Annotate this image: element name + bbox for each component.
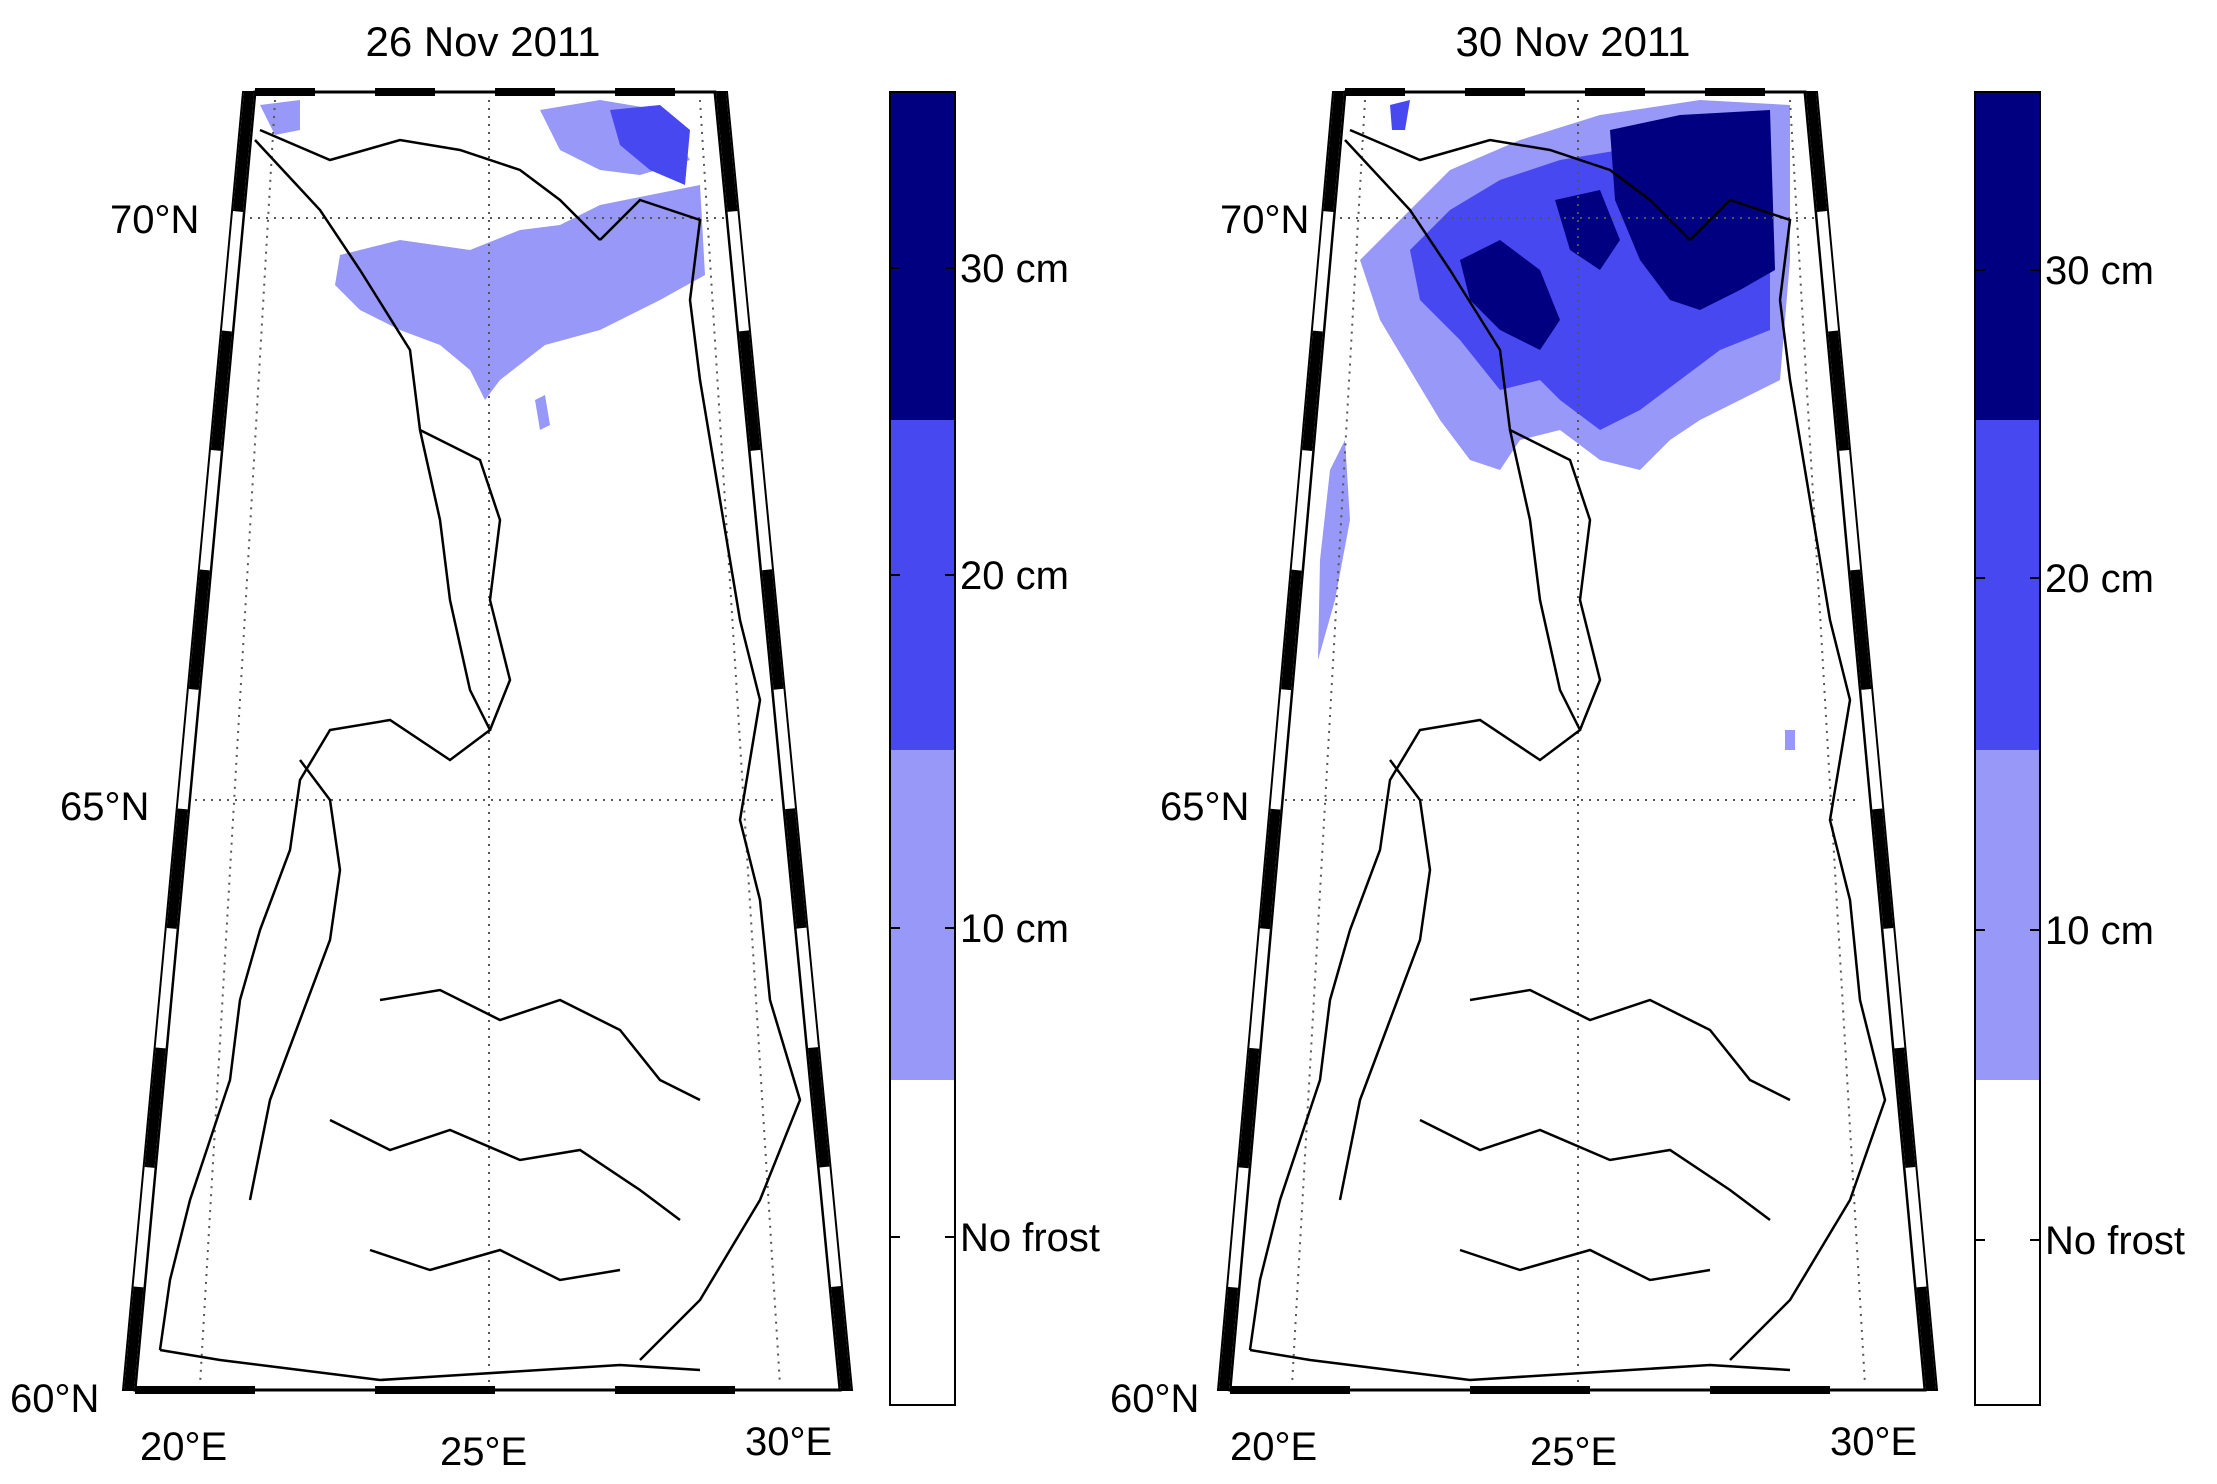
coastline-right (1248, 128, 1887, 1382)
colorbar-left: 30 cm 20 cm 10 cm No frost (889, 91, 1100, 1406)
graticule-left (195, 99, 781, 1386)
colorbar-label-10cm-left: 10 cm (960, 907, 1069, 951)
lon-label-30-left: 30°E (745, 1420, 832, 1464)
lat-label-70-right: 70°N (1220, 198, 1309, 242)
colorbar-label-30cm-left: 30 cm (960, 247, 1069, 291)
lon-label-25-right: 25°E (1530, 1430, 1617, 1474)
panel-title-right: 30 Nov 2011 (1455, 18, 1691, 65)
colorbar-label-nofrost-left: No frost (960, 1216, 1100, 1260)
lat-label-70-left: 70°N (110, 198, 199, 242)
colorbar-right: 30 cm 20 cm 10 cm No frost (1974, 91, 2185, 1406)
colorbar-label-10cm-right: 10 cm (2045, 909, 2154, 953)
panel-title-left: 26 Nov 2011 (365, 18, 601, 65)
lat-label-60-right: 60°N (1110, 1377, 1199, 1421)
frost-area-right (1318, 100, 1795, 750)
colorbar-label-nofrost-right: No frost (2045, 1219, 2185, 1263)
colorbar-label-20cm-left: 20 cm (960, 554, 1069, 598)
lat-label-60-left: 60°N (10, 1377, 99, 1421)
graticule-right (1285, 99, 1866, 1386)
map-left: 70°N 65°N 60°N 20°E 25°E 30°E (10, 88, 854, 1474)
map-frame-left (121, 88, 854, 1394)
lon-label-20-right: 20°E (1230, 1425, 1317, 1469)
colorbar-label-20cm-right: 20 cm (2045, 557, 2154, 601)
map-frame-right (1216, 88, 1939, 1394)
lon-label-30-right: 30°E (1830, 1420, 1917, 1464)
lat-label-65-right: 65°N (1160, 785, 1249, 829)
lon-label-20-left: 20°E (140, 1425, 227, 1469)
colorbar-label-30cm-right: 30 cm (2045, 249, 2154, 293)
coastline-left (158, 128, 802, 1382)
lat-label-65-left: 65°N (60, 785, 149, 829)
frost-area-left (260, 100, 705, 430)
lon-label-25-left: 25°E (440, 1430, 527, 1474)
map-right: 70°N 65°N 60°N 20°E 25°E 30°E (1110, 88, 1939, 1474)
